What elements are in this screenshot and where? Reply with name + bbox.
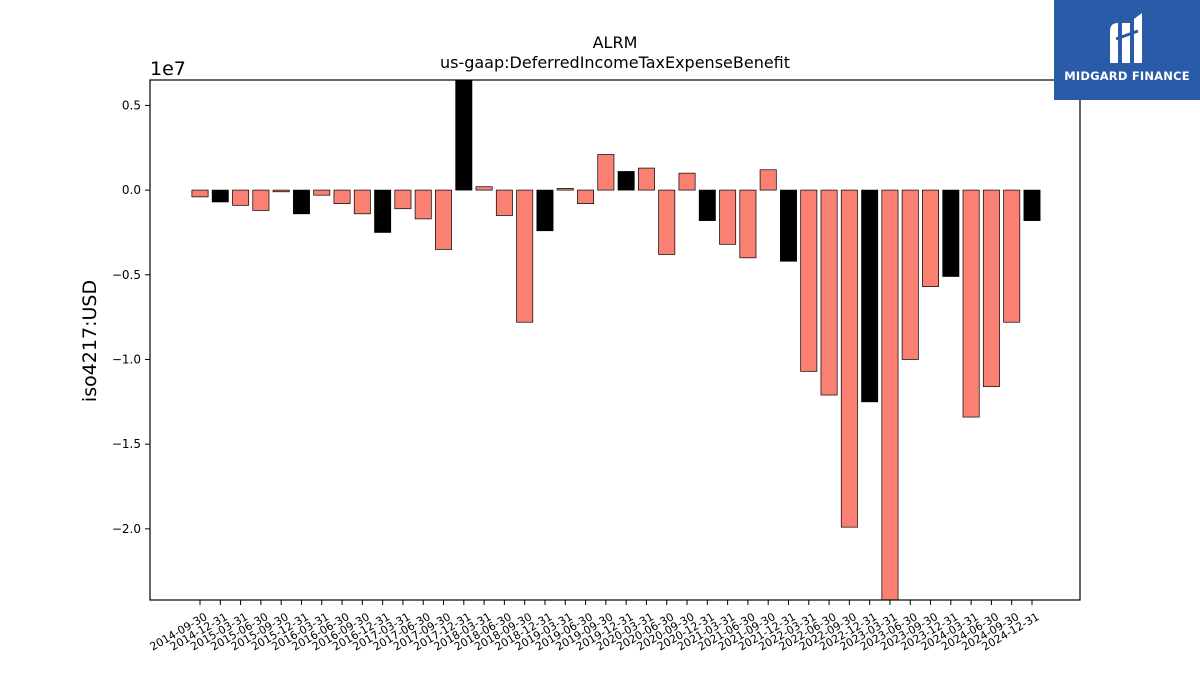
x-axis: 2014-09-302014-12-312015-03-312015-06-30… bbox=[148, 600, 1042, 653]
bar-2016-06-30 bbox=[333, 189, 351, 204]
bar-2015-12-31 bbox=[292, 189, 310, 215]
bar-2019-06-30 bbox=[577, 189, 595, 204]
bar-2020-12-31 bbox=[698, 189, 716, 221]
bar-2021-09-30 bbox=[759, 169, 777, 191]
bar-2017-09-30 bbox=[435, 189, 452, 250]
bar-2023-12-31 bbox=[942, 189, 960, 277]
bar-2021-06-30 bbox=[739, 189, 757, 259]
brand-logo: MIDGARD FINANCE bbox=[1054, 0, 1200, 100]
bar-2021-12-31 bbox=[780, 189, 797, 262]
y-tick-label: −1.0 bbox=[112, 352, 141, 366]
bar-2017-12-31 bbox=[455, 79, 473, 191]
bar-2015-03-31 bbox=[232, 189, 250, 206]
bar-2018-12-31 bbox=[536, 189, 554, 232]
bar-2024-12-31 bbox=[1023, 189, 1041, 221]
bar-2019-12-31 bbox=[617, 171, 635, 191]
bar-2017-03-31 bbox=[394, 189, 412, 210]
bar-2015-09-30 bbox=[272, 189, 290, 193]
bar-2022-12-31 bbox=[861, 189, 879, 403]
bar-2024-03-31 bbox=[962, 189, 980, 418]
bar-2022-09-30 bbox=[840, 189, 858, 528]
chart-subtitle: us-gaap:DeferredIncomeTaxExpenseBenefit bbox=[440, 53, 790, 72]
bar-2022-03-31 bbox=[800, 189, 818, 372]
bar-2019-03-31 bbox=[556, 188, 574, 191]
y-tick-label: −2.0 bbox=[112, 522, 141, 536]
bar-2018-09-30 bbox=[516, 189, 534, 323]
bar-2018-06-30 bbox=[495, 189, 513, 216]
bar-2021-03-31 bbox=[719, 189, 737, 245]
y-axis-label: iso4217:USD bbox=[79, 280, 101, 402]
bar-2023-03-31 bbox=[881, 189, 899, 601]
bar-2016-12-31 bbox=[374, 189, 392, 233]
bar-2016-03-31 bbox=[313, 189, 331, 196]
bar-2020-06-30 bbox=[658, 189, 676, 255]
bar-2023-09-30 bbox=[922, 189, 940, 287]
bar-2023-06-30 bbox=[901, 189, 919, 360]
logo-text: MIDGARD FINANCE bbox=[1064, 69, 1190, 83]
bar-2019-09-30 bbox=[597, 154, 615, 191]
y-tick-label: −1.5 bbox=[112, 437, 141, 451]
chart-title: ALRM bbox=[593, 33, 638, 52]
y-offset-text: 1e7 bbox=[150, 58, 186, 80]
bar-2018-03-31 bbox=[475, 186, 493, 191]
bar-2020-09-30 bbox=[678, 172, 696, 191]
y-tick-label: 0.5 bbox=[122, 98, 141, 112]
bar-2022-06-30 bbox=[820, 189, 838, 396]
bar-2014-09-30 bbox=[191, 189, 209, 198]
bar-2020-03-31 bbox=[637, 167, 655, 191]
y-axis: 0.5 0.0 −0.5 −1.0 −1.5 −2.0 bbox=[112, 98, 150, 536]
bar-2014-12-31 bbox=[211, 189, 229, 203]
bar-2015-06-30 bbox=[252, 189, 270, 211]
bar-2024-09-30 bbox=[1003, 189, 1021, 323]
midgard-logo-mark-icon bbox=[1110, 13, 1142, 63]
bar-2024-06-30 bbox=[982, 189, 1000, 387]
bar-2016-09-30 bbox=[353, 189, 371, 215]
bar-series bbox=[191, 79, 1041, 601]
y-tick-label: −0.5 bbox=[112, 268, 141, 282]
plot-frame bbox=[149, 79, 1081, 601]
bar-2017-06-30 bbox=[414, 189, 432, 220]
y-tick-label: 0.0 bbox=[122, 183, 141, 197]
